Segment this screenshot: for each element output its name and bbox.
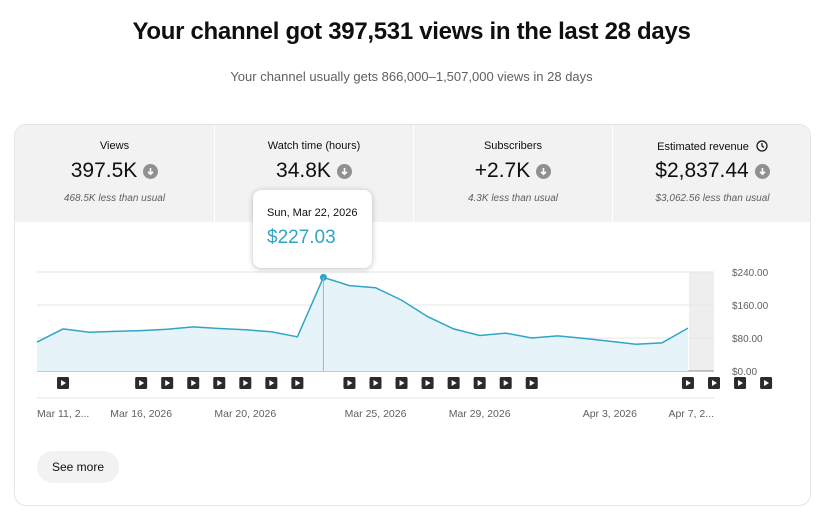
metric-tab-subscribers[interactable]: Subscribers +2.7K 4.3K less than usual (413, 125, 612, 222)
data-point (217, 327, 221, 331)
data-point (61, 327, 65, 331)
video-marker-icon[interactable] (708, 377, 720, 389)
video-marker-icon[interactable] (681, 377, 694, 389)
y-tick-label: $240.00 (732, 268, 769, 279)
video-marker-icon[interactable] (265, 377, 278, 389)
video-marker-icon[interactable] (343, 377, 356, 389)
data-point (139, 329, 143, 333)
data-point (191, 325, 195, 329)
y-tick-label: $160.00 (732, 301, 769, 312)
trend-down-icon (143, 163, 159, 179)
video-marker-icon[interactable] (421, 377, 434, 389)
x-tick-label: Mar 29, 2026 (449, 408, 511, 420)
video-marker-icon[interactable] (499, 377, 512, 389)
video-marker-icon[interactable] (447, 377, 460, 389)
x-tick-label: Apr 3, 2026 (583, 408, 637, 420)
metric-tab-views[interactable]: Views 397.5K 468.5K less than usual (15, 125, 214, 222)
y-tick-label: $0.00 (732, 367, 757, 378)
series-area (37, 277, 688, 371)
metric-label: Subscribers (483, 140, 543, 152)
video-marker-icon[interactable] (239, 377, 252, 389)
metric-label: Views (99, 140, 130, 152)
data-point (347, 284, 351, 288)
x-tick-label: Apr 7, 2... (668, 408, 714, 420)
chart-tooltip: Sun, Mar 22, 2026 $227.03 (253, 190, 372, 268)
data-point (686, 326, 690, 330)
series-line (36, 276, 689, 345)
video-marker-icon[interactable] (161, 377, 174, 389)
x-tick-label: Mar 20, 2026 (214, 408, 276, 420)
see-more-button[interactable]: See more (37, 451, 119, 483)
data-point (634, 342, 638, 346)
x-tick-label: Mar 16, 2026 (110, 408, 172, 420)
tooltip-value: $227.03 (267, 227, 336, 248)
video-marker-icon[interactable] (187, 377, 200, 389)
metric-note: 468.5K less than usual (63, 193, 166, 204)
data-point (165, 327, 169, 331)
metric-tab-estimated-revenue[interactable]: Estimated revenue $2,837.44 $3,062.56 le… (612, 125, 810, 222)
metric-value: 34.8K (276, 159, 331, 182)
video-marker-icon[interactable] (213, 377, 226, 389)
data-point (295, 335, 299, 339)
metric-label: Watch time (hours) (267, 140, 361, 152)
data-point (556, 334, 560, 338)
data-point (478, 334, 482, 338)
video-marker-icon[interactable] (369, 377, 382, 389)
video-marker-icon[interactable] (291, 377, 304, 389)
data-point (426, 315, 430, 319)
clock-icon (756, 140, 768, 152)
data-point (582, 336, 586, 340)
data-point (374, 286, 378, 290)
data-point (400, 298, 404, 302)
data-point (452, 327, 456, 331)
x-tick-label: Mar 11, 2... (37, 408, 89, 420)
page-headline: Your channel got 397,531 views in the la… (132, 18, 691, 45)
video-marker-icon[interactable] (760, 377, 773, 389)
metric-value: $2,837.44 (655, 159, 749, 182)
y-tick-label: $80.00 (732, 334, 763, 345)
metric-value: 397.5K (70, 159, 138, 182)
metric-label: Estimated revenue (657, 141, 749, 153)
data-point (608, 339, 612, 343)
tooltip-date: Sun, Mar 22, 2026 (267, 207, 358, 219)
data-point (504, 331, 508, 335)
future-region (689, 272, 714, 371)
data-point (35, 340, 39, 344)
x-tick-label: Mar 25, 2026 (345, 408, 407, 420)
metric-note: 4.3K less than usual (467, 193, 559, 204)
data-point (269, 330, 273, 334)
page-subheadline: Your channel usually gets 866,000–1,507,… (230, 69, 593, 84)
trend-down-icon (754, 163, 770, 179)
video-marker-icon[interactable] (473, 377, 486, 389)
video-marker-icon[interactable] (135, 377, 148, 389)
video-marker-icon[interactable] (57, 377, 70, 389)
data-point (243, 328, 247, 332)
video-marker-icon[interactable] (525, 377, 538, 389)
data-point (113, 329, 117, 333)
video-marker-icon[interactable] (734, 377, 747, 389)
metric-note: $3,062.56 less than usual (655, 193, 770, 204)
metric-value: +2.7K (474, 159, 531, 182)
trend-down-icon (536, 163, 552, 179)
trend-down-icon (336, 163, 352, 179)
data-point (530, 336, 534, 340)
data-point (87, 330, 91, 334)
data-point (660, 341, 664, 345)
video-marker-icon[interactable] (395, 377, 408, 389)
